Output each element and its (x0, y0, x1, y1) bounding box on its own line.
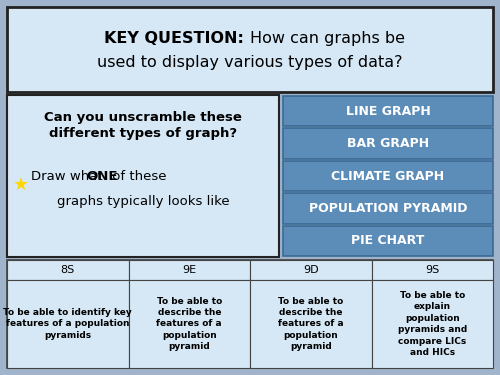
Text: 9D: 9D (303, 265, 318, 275)
Text: KEY QUESTION:: KEY QUESTION: (104, 31, 250, 46)
FancyBboxPatch shape (7, 260, 128, 280)
Text: of these: of these (108, 171, 166, 183)
Text: To be able to
explain
population
pyramids and
compare LICs
and HICs: To be able to explain population pyramid… (398, 291, 467, 357)
FancyBboxPatch shape (283, 96, 493, 126)
Text: LINE GRAPH: LINE GRAPH (346, 105, 430, 118)
Text: 9E: 9E (182, 265, 196, 275)
FancyBboxPatch shape (283, 161, 493, 191)
FancyBboxPatch shape (7, 95, 279, 257)
FancyBboxPatch shape (128, 260, 250, 280)
Text: POPULATION PYRAMID: POPULATION PYRAMID (309, 202, 467, 215)
Text: BAR GRAPH: BAR GRAPH (347, 137, 429, 150)
Text: PIE CHART: PIE CHART (352, 234, 424, 247)
Text: Can you unscramble these
different types of graph?: Can you unscramble these different types… (44, 111, 242, 140)
Text: How can graphs be: How can graphs be (250, 31, 405, 46)
Text: 9S: 9S (425, 265, 440, 275)
FancyBboxPatch shape (283, 193, 493, 224)
FancyBboxPatch shape (7, 260, 493, 368)
FancyBboxPatch shape (128, 280, 250, 368)
FancyBboxPatch shape (372, 280, 493, 368)
Text: 8S: 8S (60, 265, 75, 275)
FancyBboxPatch shape (283, 128, 493, 159)
Text: Draw what: Draw what (31, 171, 107, 183)
Text: To be able to
describe the
features of a
population
pyramid: To be able to describe the features of a… (156, 297, 222, 351)
Text: graphs typically looks like: graphs typically looks like (56, 195, 230, 207)
FancyBboxPatch shape (250, 280, 372, 368)
FancyBboxPatch shape (250, 260, 372, 280)
Text: ONE: ONE (86, 171, 118, 183)
Text: used to display various types of data?: used to display various types of data? (97, 55, 403, 70)
Text: To be able to
describe the
features of a
population
pyramid: To be able to describe the features of a… (278, 297, 344, 351)
Text: ★: ★ (13, 176, 29, 194)
FancyBboxPatch shape (7, 280, 128, 368)
FancyBboxPatch shape (283, 226, 493, 256)
FancyBboxPatch shape (372, 260, 493, 280)
Text: To be able to identify key
features of a population
pyramids: To be able to identify key features of a… (4, 308, 132, 340)
Text: CLIMATE GRAPH: CLIMATE GRAPH (332, 170, 444, 183)
FancyBboxPatch shape (7, 7, 493, 92)
